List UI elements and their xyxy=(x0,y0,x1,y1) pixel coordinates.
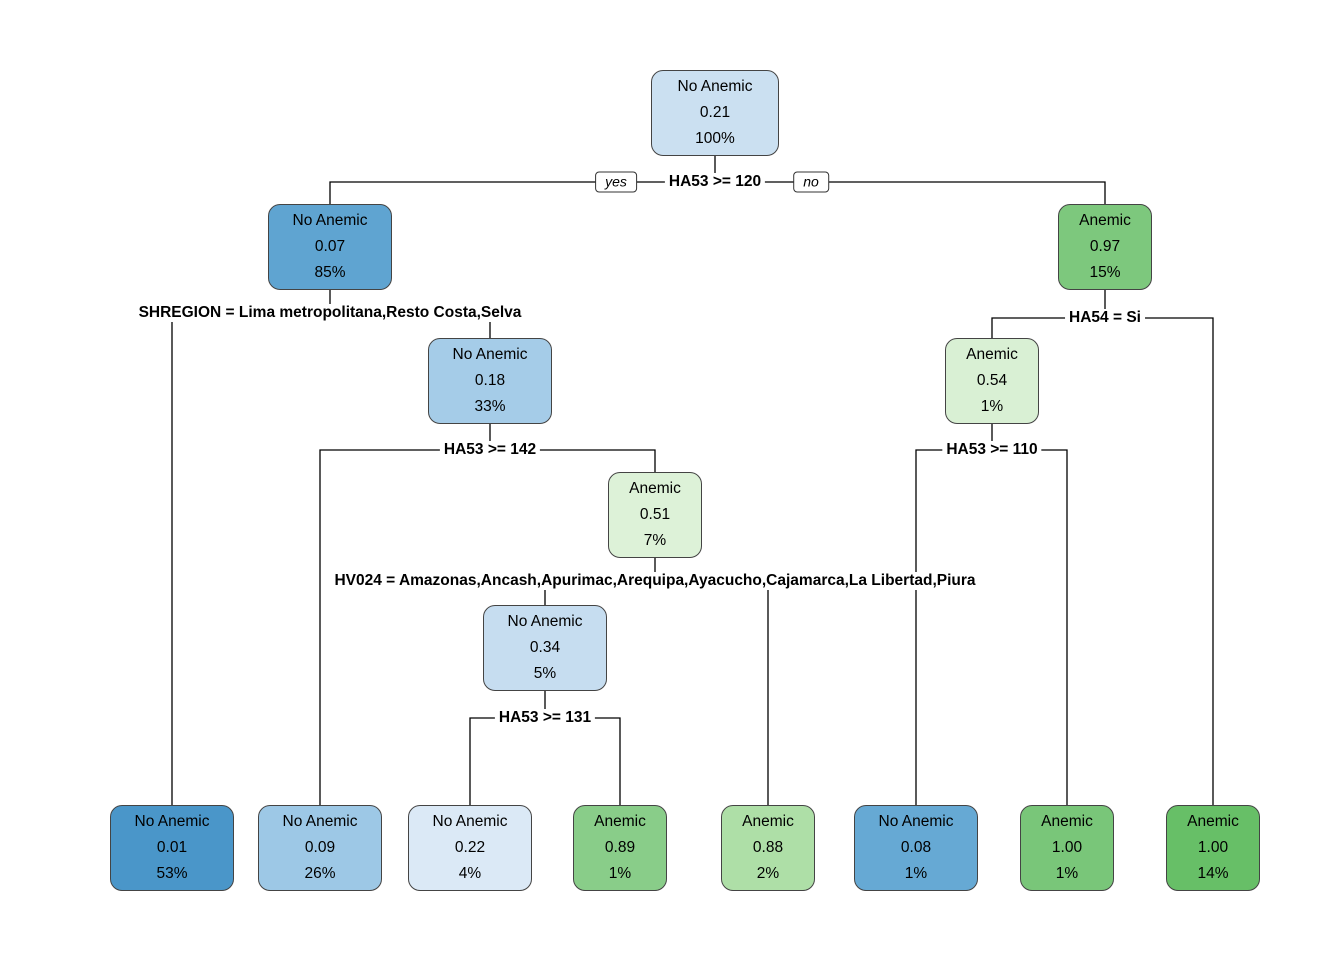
node-class-label: No Anemic xyxy=(292,212,368,229)
node-probability: 0.54 xyxy=(976,372,1008,389)
node-percentage: 1% xyxy=(1055,865,1079,882)
node-probability: 0.01 xyxy=(156,839,188,856)
tree-node-l1rr: Anemic 0.51 7% xyxy=(608,472,702,558)
node-percentage: 1% xyxy=(904,865,928,882)
node-percentage: 1% xyxy=(980,398,1004,415)
split-condition-label: HA54 = Si xyxy=(1065,309,1145,327)
node-class-label: No Anemic xyxy=(677,78,753,95)
tree-edge xyxy=(915,449,1068,805)
node-percentage: 26% xyxy=(304,865,336,882)
node-percentage: 15% xyxy=(1089,264,1121,281)
node-percentage: 4% xyxy=(458,865,482,882)
tree-node-leaf4: Anemic 0.89 1% xyxy=(573,805,667,891)
node-class-label: Anemic xyxy=(629,480,681,497)
node-probability: 0.88 xyxy=(752,839,784,856)
node-probability: 1.00 xyxy=(1051,839,1083,856)
tree-node-r1l: Anemic 0.54 1% xyxy=(945,338,1039,424)
node-class-label: No Anemic xyxy=(878,813,954,830)
tree-node-mid: No Anemic 0.34 5% xyxy=(483,605,607,691)
node-percentage: 100% xyxy=(695,130,735,147)
node-class-label: Anemic xyxy=(966,346,1018,363)
tree-node-leaf2: No Anemic 0.09 26% xyxy=(258,805,382,891)
node-percentage: 14% xyxy=(1197,865,1229,882)
split-condition-label: HA53 >= 131 xyxy=(494,709,596,727)
node-class-label: No Anemic xyxy=(507,613,583,630)
node-class-label: No Anemic xyxy=(282,813,358,830)
yes-branch-label: yes xyxy=(595,171,637,193)
tree-edge xyxy=(469,717,621,805)
split-condition-label: HA53 >= 110 xyxy=(942,441,1042,459)
node-probability: 0.07 xyxy=(314,238,346,255)
node-class-label: No Anemic xyxy=(432,813,508,830)
node-percentage: 1% xyxy=(608,865,632,882)
node-class-label: No Anemic xyxy=(134,813,210,830)
node-probability: 0.21 xyxy=(699,104,731,121)
tree-node-leaf7: Anemic 1.00 1% xyxy=(1020,805,1114,891)
tree-node-leaf5: Anemic 0.88 2% xyxy=(721,805,815,891)
split-condition-label: HA53 >= 120 xyxy=(664,173,766,191)
node-probability: 0.97 xyxy=(1089,238,1121,255)
node-probability: 0.89 xyxy=(604,839,636,856)
no-branch-label: no xyxy=(793,171,829,193)
tree-node-leaf3: No Anemic 0.22 4% xyxy=(408,805,532,891)
split-condition-label: SHREGION = Lima metropolitana,Resto Cost… xyxy=(134,304,526,322)
tree-node-root: No Anemic 0.21 100% xyxy=(651,70,779,156)
node-probability: 0.09 xyxy=(304,839,336,856)
split-condition-label: HV024 = Amazonas,Ancash,Apurimac,Arequip… xyxy=(330,572,980,590)
tree-node-leaf1: No Anemic 0.01 53% xyxy=(110,805,234,891)
node-percentage: 7% xyxy=(643,532,667,549)
node-probability: 1.00 xyxy=(1197,839,1229,856)
node-class-label: Anemic xyxy=(1079,212,1131,229)
node-class-label: Anemic xyxy=(742,813,794,830)
split-condition-label: HA53 >= 142 xyxy=(439,441,541,459)
node-probability: 0.22 xyxy=(454,839,486,856)
node-percentage: 5% xyxy=(533,665,557,682)
node-probability: 0.51 xyxy=(639,506,671,523)
tree-node-l1r: No Anemic 0.18 33% xyxy=(428,338,552,424)
node-percentage: 53% xyxy=(156,865,188,882)
node-class-label: Anemic xyxy=(1187,813,1239,830)
node-probability: 0.34 xyxy=(529,639,561,656)
node-percentage: 2% xyxy=(756,865,780,882)
tree-node-r1: Anemic 0.97 15% xyxy=(1058,204,1152,290)
node-percentage: 85% xyxy=(314,264,346,281)
node-probability: 0.08 xyxy=(900,839,932,856)
node-class-label: Anemic xyxy=(1041,813,1093,830)
tree-node-l1: No Anemic 0.07 85% xyxy=(268,204,392,290)
node-percentage: 33% xyxy=(474,398,506,415)
tree-node-leaf8: Anemic 1.00 14% xyxy=(1166,805,1260,891)
tree-node-leaf6: No Anemic 0.08 1% xyxy=(854,805,978,891)
node-class-label: Anemic xyxy=(594,813,646,830)
node-class-label: No Anemic xyxy=(452,346,528,363)
node-probability: 0.18 xyxy=(474,372,506,389)
